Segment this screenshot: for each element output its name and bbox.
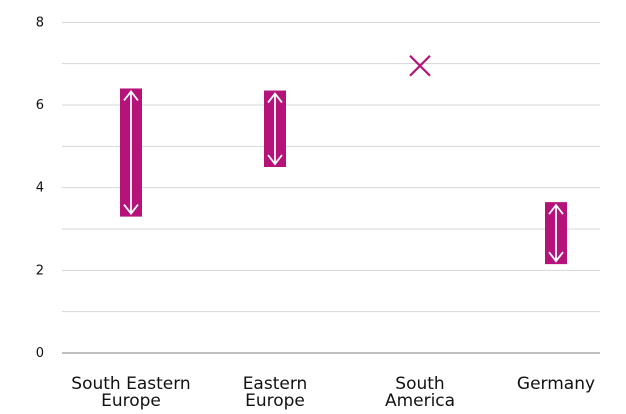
y-tick-label: 6 (36, 98, 44, 113)
x-category-label: Eastern Europe (243, 374, 308, 411)
y-tick-label: 2 (36, 263, 44, 278)
range-bars (120, 88, 567, 265)
y-tick-label: 8 (36, 15, 44, 30)
x-category-label: South Eastern Europe (71, 374, 190, 411)
gridlines (62, 21, 600, 354)
y-tick-label: 4 (36, 181, 44, 196)
x-category-label: South America (385, 374, 455, 411)
x-category-label: Germany (517, 374, 595, 394)
range-arrow-head-down (548, 251, 564, 263)
y-axis-tick-labels: 0 2 4 6 8 (36, 15, 44, 361)
range-arrow-head-up (123, 90, 139, 102)
range-arrow-head-down (123, 204, 139, 216)
point-markers (409, 54, 431, 77)
y-tick-label: 0 (36, 346, 44, 361)
range-arrow-head-up (267, 92, 283, 104)
range-arrow-head-down (267, 154, 283, 166)
x-marker (409, 54, 431, 77)
x-axis-category-labels: South Eastern Europe Eastern Europe South Ame… (71, 374, 595, 411)
range-arrow-head-up (548, 203, 564, 215)
